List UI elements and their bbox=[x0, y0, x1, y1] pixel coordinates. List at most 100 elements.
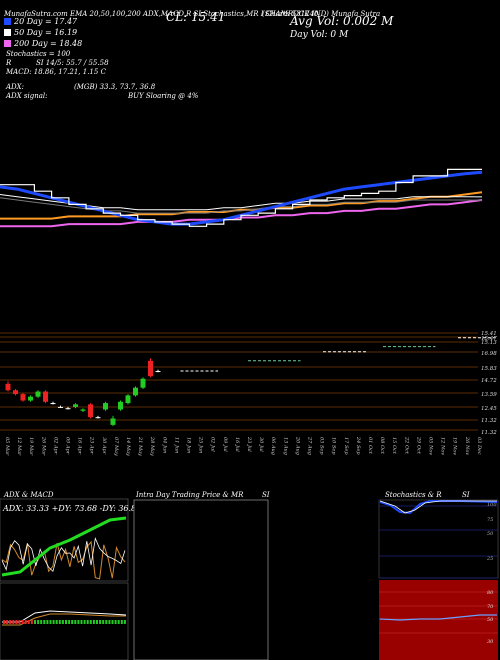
price-axis-label: 11.32 bbox=[481, 430, 497, 436]
x-axis-label: 28 May bbox=[149, 436, 155, 456]
price-axis-label: 11.32 bbox=[481, 418, 497, 424]
x-axis-label: 18 Jun bbox=[186, 437, 192, 453]
macd-readout: MACD: 18.86, 17.21, 1.15 C bbox=[6, 68, 106, 76]
adx-panel-title: ADX & MACD bbox=[4, 491, 54, 499]
legend-ema20-swatch bbox=[4, 18, 11, 25]
ema50-line-grey bbox=[0, 197, 483, 214]
x-axis-label: 11 Jun bbox=[173, 437, 179, 453]
stoch-panel-title: Stochastics & R bbox=[385, 491, 442, 499]
price-axis-label: 15.83 bbox=[481, 366, 497, 372]
candle-body bbox=[155, 371, 161, 373]
x-axis-label: 03 Sep bbox=[319, 437, 325, 455]
x-axis-label: 29 Oct bbox=[415, 436, 421, 455]
header-line-1b: (SHAMROCK IND) Munafa Sutra bbox=[262, 10, 381, 18]
candle-body bbox=[5, 383, 11, 391]
intraday-panel-title: Intra Day Trading Price & MR bbox=[136, 491, 244, 499]
x-axis-label: 25 Jun bbox=[198, 436, 204, 453]
intraday-panel-title-b: SI bbox=[262, 491, 270, 499]
price-axis-label: 12.45 bbox=[481, 406, 497, 412]
stochastics-readout: Stochastics = 100 bbox=[6, 50, 71, 58]
price-step-line bbox=[0, 168, 482, 227]
x-axis-label: 12 Mar bbox=[16, 437, 22, 456]
stoch-box bbox=[378, 499, 499, 579]
x-axis-label: 20 Aug bbox=[294, 436, 300, 455]
rsi-tick-label: 70 bbox=[487, 604, 494, 610]
stoch-k-line bbox=[379, 500, 498, 515]
x-axis-label: 12 Nov bbox=[440, 437, 446, 455]
stoch-tick-label: 75 bbox=[487, 517, 493, 523]
candle-body bbox=[58, 406, 63, 408]
candle-body bbox=[73, 404, 78, 407]
x-axis-label: 22 Oct bbox=[403, 436, 409, 455]
candle-body bbox=[95, 417, 101, 419]
x-axis-label: 01 Oct bbox=[367, 437, 373, 455]
adx-signal-a: ADX signal: bbox=[6, 92, 48, 100]
x-axis-label: 13 Aug bbox=[282, 437, 288, 455]
x-axis-label: 14 May bbox=[125, 437, 131, 456]
price-axis-label: 15.41 bbox=[481, 331, 497, 337]
x-axis-label: 10 Sep bbox=[331, 437, 337, 455]
adx-signal-b: BUY Sloaring @ 4% bbox=[128, 92, 199, 100]
x-axis-label: 17 Sep bbox=[343, 437, 349, 455]
candle-body bbox=[148, 360, 153, 377]
price-axis-label: 14.72 bbox=[481, 378, 497, 384]
legend-ema50: 50 Day = 16.19 bbox=[14, 28, 78, 37]
x-axis-label: 03 Dec bbox=[476, 437, 482, 455]
stoch-d-line bbox=[379, 500, 497, 514]
x-axis-label: 30 Apr bbox=[101, 437, 107, 455]
stoch-panel-title-b: SI bbox=[462, 491, 470, 499]
rsi-readout-b: SI 14/5: 55.7 / 55.58 bbox=[36, 59, 109, 67]
candle-body bbox=[13, 390, 18, 395]
x-axis-label: 26 Nov bbox=[464, 436, 470, 455]
candle-body bbox=[20, 394, 26, 401]
price-axis-label: 13.59 bbox=[481, 392, 497, 398]
candle-body bbox=[65, 408, 71, 410]
adx-macd-panel: ADX & MACD bbox=[0, 488, 130, 660]
x-axis-label: 07 May bbox=[113, 437, 119, 456]
orange-ema-line bbox=[0, 191, 483, 220]
x-axis-label: 27 Aug bbox=[307, 436, 313, 455]
candle-body bbox=[110, 418, 116, 425]
avg-volume: Avg Vol: 0.002 M bbox=[290, 14, 394, 28]
header-line-1: MunafaSutra.com EMA 20,50,100,200 ADX,MA… bbox=[4, 10, 319, 18]
rsi-tick-label: 30 bbox=[487, 639, 494, 645]
x-axis-label: 08 Oct bbox=[379, 437, 385, 455]
rsi-tick-label: 50 bbox=[487, 617, 494, 623]
x-axis-label: 04 Jun bbox=[161, 437, 167, 453]
candle-body bbox=[88, 404, 93, 418]
price-axis-label: 15.13 bbox=[481, 340, 497, 346]
stoch-tick-label: 100 bbox=[487, 502, 497, 508]
price-axis-label: 16.98 bbox=[481, 351, 497, 357]
x-axis-label: 06 Aug bbox=[270, 437, 276, 455]
candle-body bbox=[133, 387, 138, 396]
candle-body bbox=[125, 395, 131, 404]
candle-body bbox=[140, 378, 146, 388]
x-axis-label: 02 Jul bbox=[210, 437, 216, 452]
rsi-tick-label: 80 bbox=[487, 590, 494, 596]
rsi-readout-a: R bbox=[6, 59, 12, 67]
x-axis-label: 24 Sep bbox=[355, 436, 361, 455]
candle-body bbox=[28, 396, 33, 401]
stoch-tick-label: 25 bbox=[486, 556, 493, 562]
x-axis-label: 09 Apr bbox=[65, 437, 71, 455]
x-axis-label: 16 Apr bbox=[77, 437, 83, 455]
x-axis-label: 02 Apr bbox=[52, 437, 58, 455]
rsi-line bbox=[379, 614, 497, 621]
x-axis-label: 15 Oct bbox=[391, 437, 397, 455]
x-axis-label: 09 Jul bbox=[222, 437, 228, 452]
adx-readout-b: (MGB) 33.3, 73.7, 36.8 bbox=[74, 83, 156, 91]
x-axis-label: 16 Jul bbox=[234, 437, 240, 452]
day-volume: Day Vol: 0 M bbox=[290, 30, 349, 40]
candle-body bbox=[35, 391, 41, 397]
x-axis-label: 05 Mar bbox=[4, 437, 10, 456]
x-axis-label: 23 Apr bbox=[89, 436, 95, 455]
legend-ema20: 20 Day = 17.47 bbox=[14, 17, 78, 26]
rsi-box bbox=[379, 580, 498, 660]
price-axis-label: 15.47 bbox=[481, 336, 497, 342]
adx-readout-a: ADX: bbox=[6, 83, 25, 91]
x-axis-label: 05 Nov bbox=[428, 437, 434, 455]
x-axis-label: 19 Mar bbox=[28, 437, 34, 456]
x-axis-label: 19 Nov bbox=[452, 437, 458, 455]
candle-body bbox=[103, 403, 108, 410]
